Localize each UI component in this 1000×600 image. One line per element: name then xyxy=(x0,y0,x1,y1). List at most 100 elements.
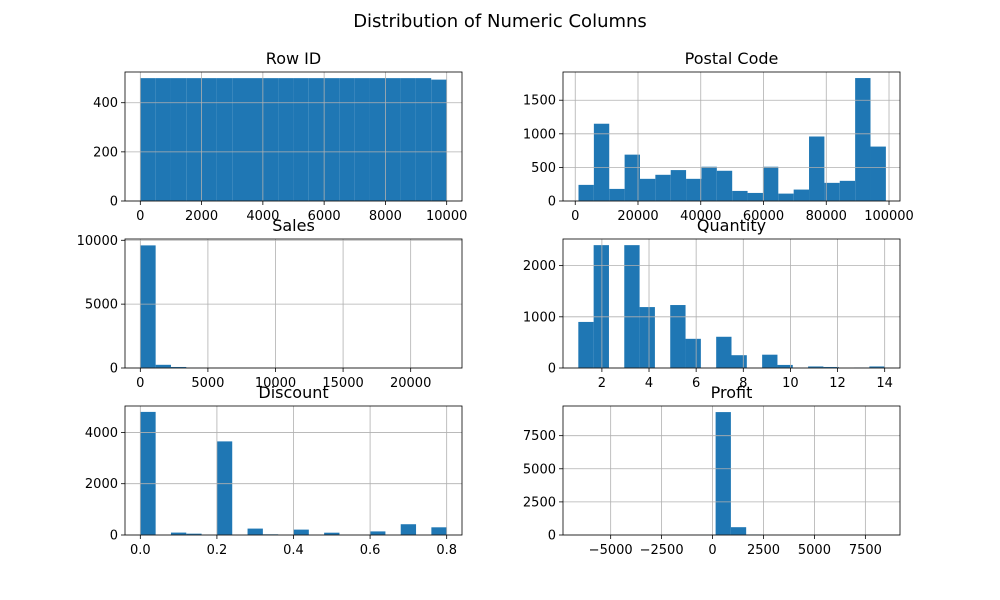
histogram-bar xyxy=(308,78,325,201)
histogram-bar xyxy=(715,412,731,535)
subplot-2: 0 20000 40000 60000 80000 100000 0 500 1000 1500 P… xyxy=(523,49,914,224)
histogram-bar xyxy=(639,307,655,368)
x-tick-label: 2500 xyxy=(747,543,780,558)
x-tick-label: 6000 xyxy=(308,209,341,224)
x-tick-label: 5000 xyxy=(191,376,224,391)
histogram-bar xyxy=(155,78,171,201)
histogram-bar xyxy=(369,78,386,201)
y-tick-label: 1000 xyxy=(523,127,556,142)
x-tick-label: 20000 xyxy=(617,209,658,224)
histogram-bar xyxy=(324,78,340,201)
histogram-bar xyxy=(609,188,625,201)
x-tick-label: 40000 xyxy=(680,209,721,224)
y-tick-label: 0 xyxy=(110,195,118,210)
y-tick-label: 500 xyxy=(531,161,556,176)
x-tick-label: 20000 xyxy=(390,376,431,391)
x-tick-label: 8 xyxy=(739,376,747,391)
x-tick-label: −2500 xyxy=(640,543,684,558)
axes-frame xyxy=(562,405,901,536)
histogram-bar xyxy=(400,78,416,201)
axes-frame xyxy=(562,71,901,202)
histogram-bar xyxy=(400,524,417,535)
axes-frame xyxy=(124,238,463,369)
subplot-title: Profit xyxy=(711,383,753,402)
x-tick-label: 8000 xyxy=(369,209,402,224)
x-tick-label: 80000 xyxy=(806,209,847,224)
histogram-bar xyxy=(869,366,885,368)
x-tick-label: 0 xyxy=(136,209,144,224)
y-tick-label: 200 xyxy=(93,145,118,160)
x-tick-label: 10000 xyxy=(426,209,467,224)
x-tick-label: 12 xyxy=(829,376,846,391)
histogram-bar xyxy=(370,531,386,535)
histogram-bar xyxy=(170,532,187,535)
histogram-bar xyxy=(415,78,432,201)
histogram-bar xyxy=(870,146,886,201)
axes-frame xyxy=(562,238,901,369)
x-tick-label: 0.4 xyxy=(283,543,304,558)
y-tick-label: 1500 xyxy=(523,94,556,109)
histogram-bar xyxy=(716,170,733,201)
histogram-bar xyxy=(293,529,309,535)
histogram-bar xyxy=(639,178,656,201)
histogram-bar xyxy=(593,245,609,368)
histogram-bar xyxy=(732,190,748,201)
x-tick-label: 14 xyxy=(876,376,893,391)
x-tick-label: 0.8 xyxy=(436,543,457,558)
histogram-bar xyxy=(170,78,187,201)
subplot-title: Row ID xyxy=(266,49,321,68)
x-tick-label: 0 xyxy=(708,543,716,558)
y-tick-label: 4000 xyxy=(85,426,118,441)
histogram-bar xyxy=(431,527,447,535)
y-tick-label: 10000 xyxy=(77,234,118,249)
subplot-6: −5000 −2500 0 2500 5000 7500 0 2500 5000 7500 Prof… xyxy=(523,383,901,558)
y-tick-label: 0 xyxy=(548,362,556,377)
histogram-bar xyxy=(670,170,687,201)
histogram-bar xyxy=(670,305,686,368)
histogram-bar xyxy=(686,178,702,201)
x-tick-label: 5000 xyxy=(798,543,831,558)
histogram-bar xyxy=(247,78,263,201)
x-tick-label: 0.2 xyxy=(207,543,228,558)
histogram-bar xyxy=(839,180,856,201)
x-tick-label: 10000 xyxy=(255,376,296,391)
histogram-bar xyxy=(762,354,778,368)
x-tick-label: 2 xyxy=(598,376,606,391)
histogram-bar xyxy=(140,245,156,368)
x-tick-label: 2000 xyxy=(185,209,218,224)
x-tick-label: 0 xyxy=(571,209,579,224)
histogram-bar xyxy=(431,79,447,201)
histogram-bar xyxy=(777,364,793,368)
x-tick-label: 10 xyxy=(782,376,799,391)
histogram-bar xyxy=(855,78,871,201)
axes-frame xyxy=(124,71,463,202)
histogram-bar xyxy=(293,78,309,201)
y-tick-label: 2000 xyxy=(85,477,118,492)
x-tick-label: 15000 xyxy=(322,376,363,391)
x-tick-label: −5000 xyxy=(589,543,633,558)
histogram-bar xyxy=(216,78,233,201)
histogram-bar xyxy=(170,366,187,368)
y-tick-label: 0 xyxy=(548,529,556,544)
figure-title: Distribution of Numeric Columns xyxy=(353,11,647,32)
histogram-bar xyxy=(186,533,202,535)
histogram-bar xyxy=(247,528,263,535)
histogram-bar xyxy=(747,192,763,201)
subplot-title: Discount xyxy=(258,383,328,402)
histogram-bar xyxy=(762,166,779,201)
histogram-bar xyxy=(593,123,610,201)
subplot-3: 0 5000 10000 15000 20000 0 5000 10000 Sales xyxy=(77,216,463,391)
histogram-bar xyxy=(624,245,640,368)
histogram-bar xyxy=(140,411,156,535)
y-tick-label: 0 xyxy=(548,195,556,210)
histogram-bar xyxy=(201,78,217,201)
y-tick-label: 5000 xyxy=(85,298,118,313)
histogram-bar xyxy=(655,174,671,201)
histogram-bar xyxy=(730,527,747,535)
histogram-bar xyxy=(385,78,401,201)
histogram-bar xyxy=(809,136,825,201)
histogram-bar xyxy=(278,78,294,201)
x-tick-label: 4 xyxy=(645,376,653,391)
histogram-bar xyxy=(324,532,340,535)
